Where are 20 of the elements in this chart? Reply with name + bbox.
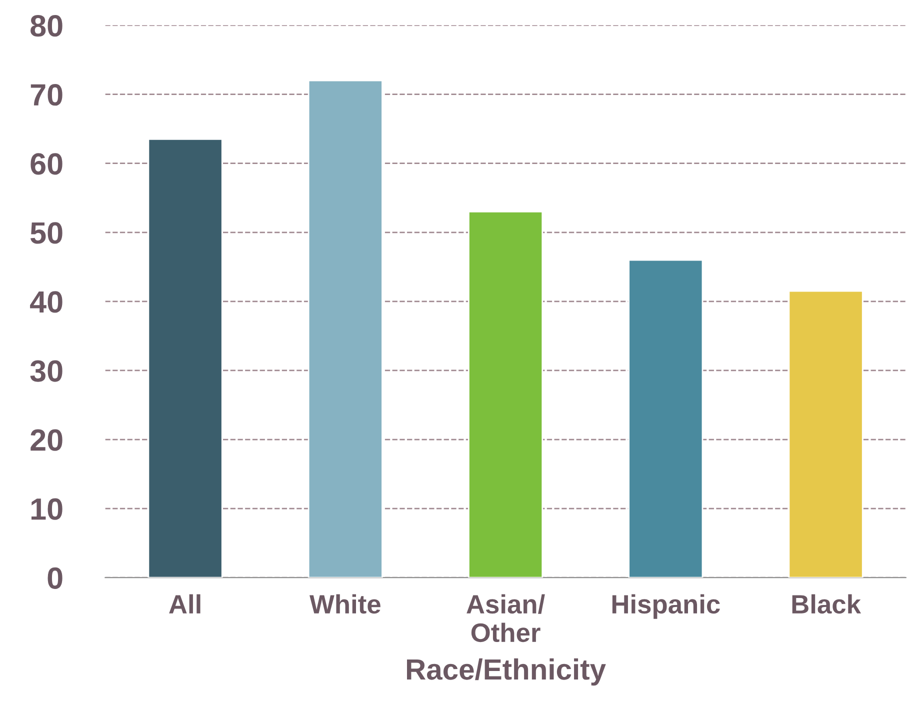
y-tick-label: 60 (30, 153, 62, 175)
x-tick-label: Hispanic (612, 594, 720, 619)
bar (468, 210, 544, 578)
x-tick-label: White (310, 594, 380, 614)
y-tick-label: 80 (30, 15, 62, 37)
bar (148, 138, 223, 578)
bar (308, 80, 383, 578)
x-axis-title: Race/Ethnicity (407, 658, 606, 686)
y-tick-label: 40 (30, 291, 62, 313)
y-tick-label: 30 (30, 360, 62, 382)
y-tick-label: 10 (32, 498, 62, 520)
y-tick-label: 70 (30, 84, 62, 106)
y-tick-label: 20 (30, 429, 62, 451)
y-tick-label: 50 (30, 222, 62, 244)
x-tick-label: Black (792, 594, 862, 614)
bar (628, 259, 704, 578)
x-tick-label: All (169, 594, 200, 614)
y-tick-label: 0 (48, 567, 62, 589)
bar (788, 290, 864, 578)
x-tick-label: Asian/ Other (466, 594, 545, 642)
